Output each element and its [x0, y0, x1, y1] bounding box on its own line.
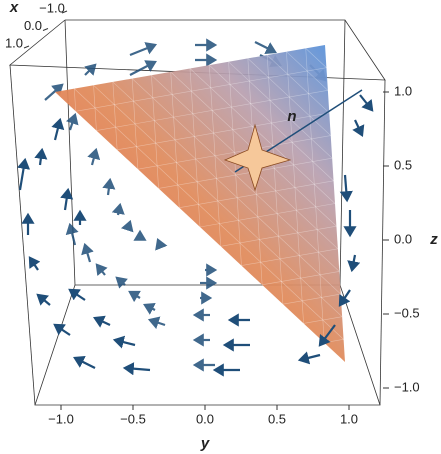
z-tick-label: −1.0	[394, 379, 420, 394]
vector-arrow	[120, 219, 134, 233]
z-tick-label: 0.5	[394, 157, 412, 172]
vector-arrow	[115, 276, 128, 289]
z-tick-label: −0.5	[394, 305, 420, 320]
mesh-line	[247, 58, 331, 136]
vector-arrow	[44, 83, 64, 101]
mesh-line	[266, 55, 284, 305]
x-tick	[61, 10, 68, 14]
mesh-line	[151, 75, 159, 189]
mesh-line	[220, 225, 337, 247]
vector-arrow	[36, 293, 51, 306]
vector-arrow	[17, 157, 31, 191]
vector-arrow	[81, 242, 94, 263]
mesh-line	[305, 48, 325, 343]
mesh-line	[96, 89, 328, 131]
x-tick-label: −1.0	[39, 0, 65, 15]
mesh-line	[305, 48, 327, 68]
vector-field	[17, 94, 374, 377]
vector-arrow	[318, 324, 336, 347]
z-tick-label: 1.0	[394, 83, 412, 98]
y-tick-label: 0.0	[196, 411, 214, 426]
vector-arrow	[147, 316, 166, 330]
mesh-line	[74, 88, 344, 340]
mesh-line	[158, 157, 333, 189]
surface	[55, 45, 345, 362]
vector-arrow	[359, 94, 374, 112]
vector-arrow	[112, 335, 136, 349]
mesh-line	[228, 61, 333, 159]
x-tick-label: 0.0	[24, 18, 42, 33]
vector-arrow	[339, 174, 353, 203]
vector-arrow	[73, 356, 96, 369]
vector-arrow	[347, 254, 361, 273]
box	[8, 19, 386, 406]
vector-arrow	[34, 147, 48, 166]
vector-arrow	[87, 147, 101, 166]
vector-arrow	[93, 315, 111, 328]
vector-arrow	[352, 119, 365, 137]
mesh-line	[199, 203, 336, 228]
y-tick-label: −1.0	[48, 411, 74, 426]
mesh-line	[286, 51, 329, 91]
surface-mesh	[73, 48, 344, 344]
mesh-line	[286, 51, 304, 324]
mesh-line	[208, 65, 222, 247]
mesh-line	[189, 68, 201, 228]
mesh-line	[170, 71, 180, 208]
y-tick-label: 1.0	[340, 411, 358, 426]
mesh-line	[117, 112, 330, 151]
vector-arrow	[111, 202, 125, 216]
y-axis-title: y	[200, 435, 210, 452]
mesh-line	[189, 68, 336, 204]
x-tick	[23, 45, 30, 49]
mesh-line	[75, 67, 327, 112]
vector-arrow	[53, 323, 71, 336]
vector-arrow	[60, 187, 74, 211]
mesh-line	[137, 135, 331, 170]
mesh-line	[266, 54, 330, 114]
vector-arrow	[65, 112, 79, 131]
vector-arrow	[65, 222, 79, 246]
vector-arrow	[155, 237, 168, 251]
vector-arrow	[102, 177, 116, 196]
x-axis-title: x	[9, 0, 19, 16]
mesh-line	[73, 88, 77, 112]
vector-arrow	[143, 303, 156, 315]
mesh-line	[93, 85, 343, 317]
vector-arrow	[51, 117, 65, 141]
mesh-line	[112, 81, 118, 150]
normal-label: n	[287, 108, 296, 125]
surface-element	[223, 123, 292, 192]
vector-arrow	[129, 42, 158, 57]
vector-arrow	[297, 351, 321, 365]
vector-arrow	[95, 263, 108, 276]
x-tick-label: 1.0	[5, 35, 23, 50]
mesh-line	[179, 180, 334, 209]
vector-arrow	[254, 41, 277, 54]
z-axis-title: z	[429, 231, 438, 248]
mesh-line	[93, 85, 97, 131]
vector-arrow	[122, 362, 151, 376]
vector-arrow	[338, 289, 351, 307]
mesh-line	[262, 271, 340, 286]
mesh-line	[112, 81, 341, 295]
z-tick-label: 0.0	[394, 231, 412, 246]
mesh-line	[209, 64, 334, 182]
vector-arrow	[68, 288, 86, 301]
x-tick	[42, 28, 49, 31]
y-tick-label: 0.5	[268, 411, 286, 426]
mesh-line	[303, 316, 343, 324]
vector-arrow	[128, 290, 141, 303]
mesh-line	[241, 248, 338, 266]
y-tick-label: −0.5	[120, 411, 146, 426]
mesh-line	[131, 78, 139, 170]
vector-arrow	[84, 63, 97, 76]
vector-arrow	[129, 60, 157, 76]
mesh-line	[282, 293, 341, 305]
mesh-line	[131, 78, 340, 272]
vector-arrow	[28, 256, 41, 271]
